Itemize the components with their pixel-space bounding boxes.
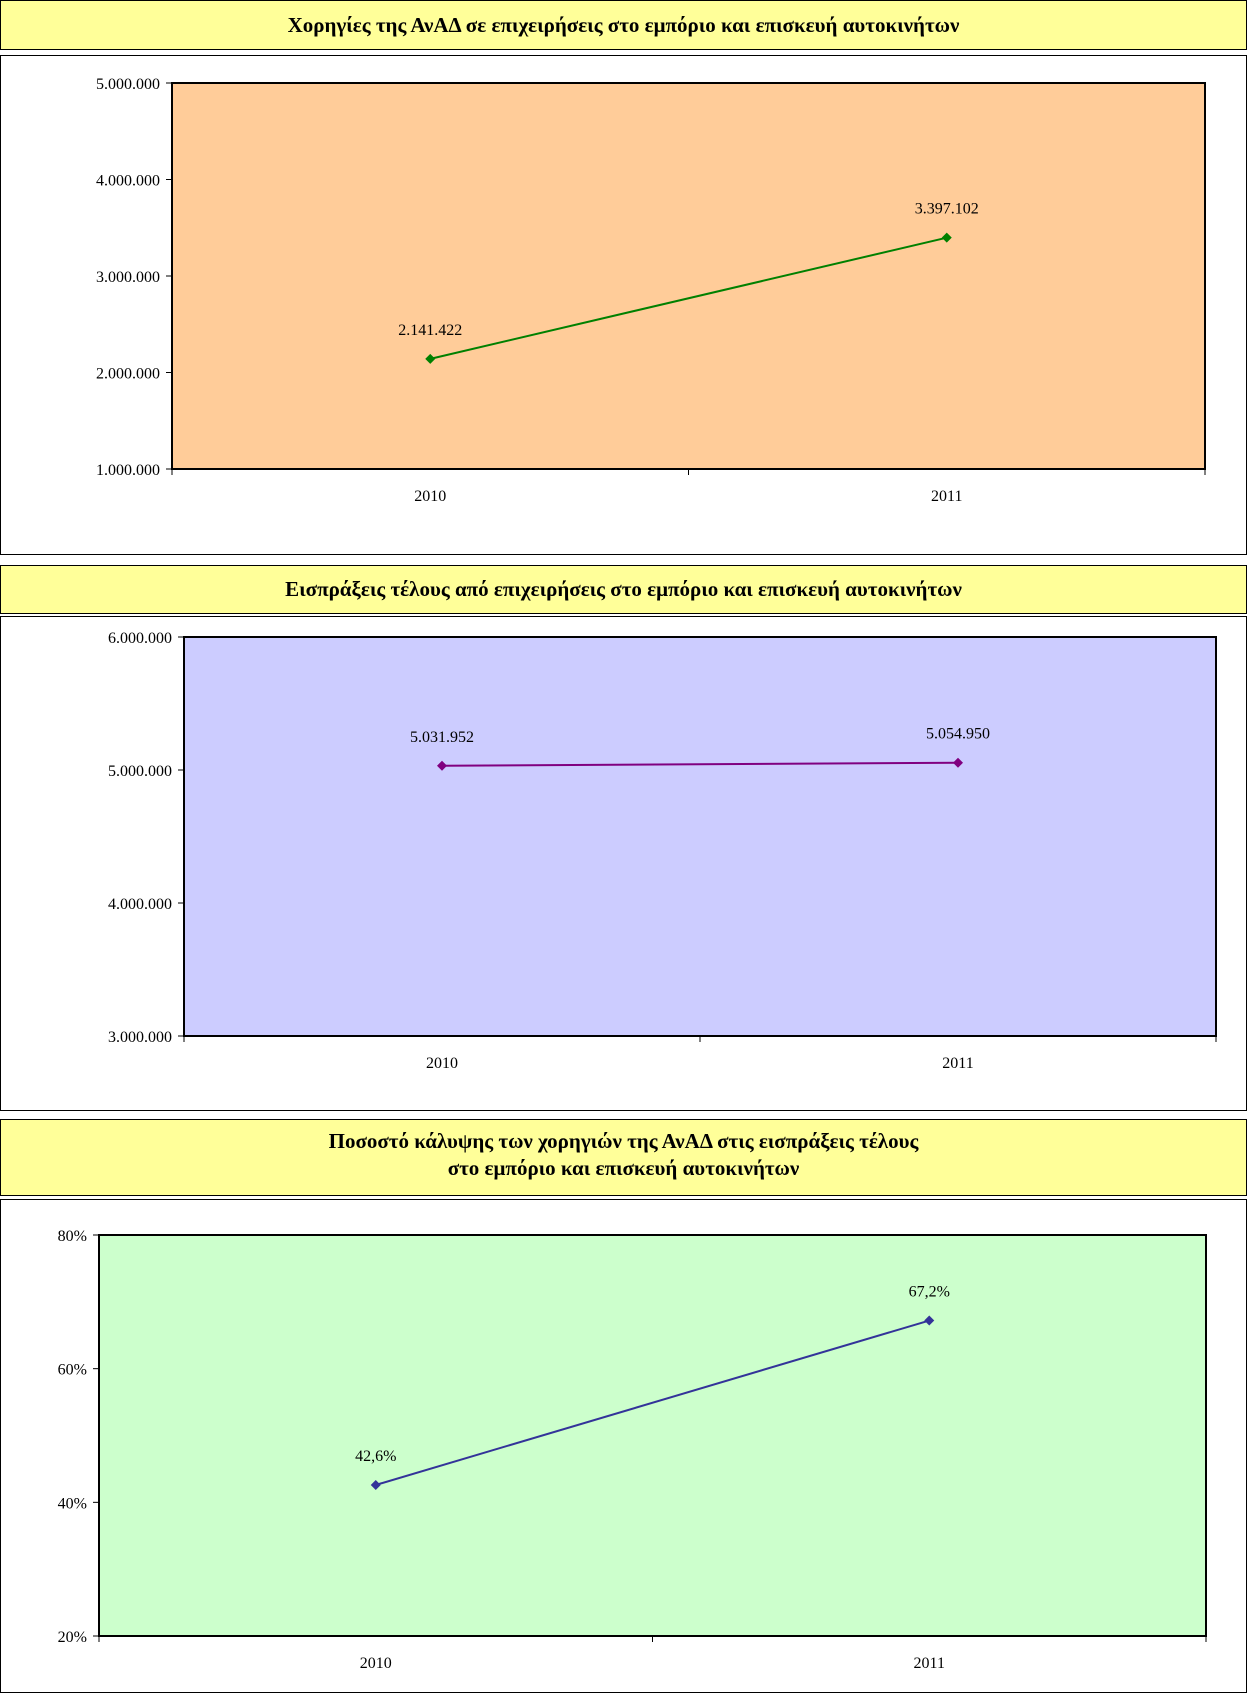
chart-1-title-box: Χορηγίες της ΑνΑΔ σε επιχειρήσεις στο εμ…: [0, 0, 1247, 50]
chart-2-box: 3.000.000 4.000.000 5.000.000 6.000.000 2010…: [0, 616, 1247, 1111]
chart-3-box: 20% 40% 60% 80% 2010 2011 42,6% 67,2%: [0, 1199, 1247, 1693]
data-label: 3.397.102: [915, 201, 979, 218]
x-tick-label: 2011: [942, 1055, 973, 1072]
y-tick-label: 80%: [58, 1228, 87, 1245]
data-point-marker: [953, 757, 963, 768]
y-tick-label: 4.000.000: [108, 896, 172, 913]
chart-3-title-box: Ποσοστό κάλυψης των χορηγιών της ΑνΑΔ στ…: [0, 1119, 1247, 1196]
y-tick-label: 3.000.000: [96, 269, 160, 286]
data-point-marker: [924, 1315, 935, 1326]
x-tick-label: 2011: [931, 488, 962, 505]
chart-1-title: Χορηγίες της ΑνΑΔ σε επιχειρήσεις στο εμ…: [287, 13, 960, 37]
data-point-marker: [437, 760, 447, 771]
x-tick-label: 2010: [360, 1655, 392, 1672]
chart-2-title: Εισπράξεις τέλους από επιχειρήσεις στο ε…: [285, 577, 962, 601]
data-point-marker: [370, 1479, 381, 1490]
data-point-marker: [941, 232, 952, 243]
y-tick-label: 1.000.000: [96, 462, 160, 479]
chart-2-title-box: Εισπράξεις τέλους από επιχειρήσεις στο ε…: [0, 565, 1247, 614]
data-label: 42,6%: [355, 1448, 396, 1465]
series-line: [375, 1319, 930, 1486]
y-tick-label: 6.000.000: [108, 630, 172, 647]
y-tick-label: 40%: [58, 1495, 87, 1512]
data-label: 2.141.422: [398, 322, 462, 339]
y-tick-label: 2.000.000: [96, 366, 160, 383]
plot-area: [98, 1234, 1207, 1637]
data-label: 5.054.950: [926, 726, 990, 743]
x-tick-label: 2011: [914, 1655, 945, 1672]
y-tick-label: 3.000.000: [108, 1029, 172, 1046]
chart-1-box: 1.000.000 2.000.000 3.000.000 4.000.000 5.00…: [0, 55, 1247, 555]
y-tick-label: 4.000.000: [96, 173, 160, 190]
y-tick-label: 5.000.000: [108, 763, 172, 780]
data-label: 5.031.952: [410, 729, 474, 746]
chart-3-title: Ποσοστό κάλυψης των χορηγιών της ΑνΑΔ στ…: [328, 1129, 919, 1153]
chart-3-svg: 20% 40% 60% 80% 2010 2011 42,6% 67,2%: [58, 1228, 1207, 1672]
chart-2-svg: 3.000.000 4.000.000 5.000.000 6.000.000 2010…: [108, 630, 1217, 1072]
y-tick-label: 20%: [58, 1629, 87, 1646]
x-tick-label: 2010: [414, 488, 446, 505]
plot-area: [183, 636, 1217, 1037]
data-point-marker: [425, 353, 436, 364]
y-tick-label: 5.000.000: [96, 76, 160, 93]
data-label: 67,2%: [909, 1284, 950, 1301]
chart-3-subtitle: στο εμπόριο και επισκευή αυτοκινήτων: [447, 1156, 800, 1180]
x-tick-label: 2010: [426, 1055, 458, 1072]
plot-area: [171, 82, 1206, 470]
chart-1-svg: 1.000.000 2.000.000 3.000.000 4.000.000 5.00…: [96, 76, 1206, 505]
y-tick-label: 60%: [58, 1362, 87, 1379]
series-line: [430, 236, 947, 360]
series-line: [441, 761, 959, 767]
